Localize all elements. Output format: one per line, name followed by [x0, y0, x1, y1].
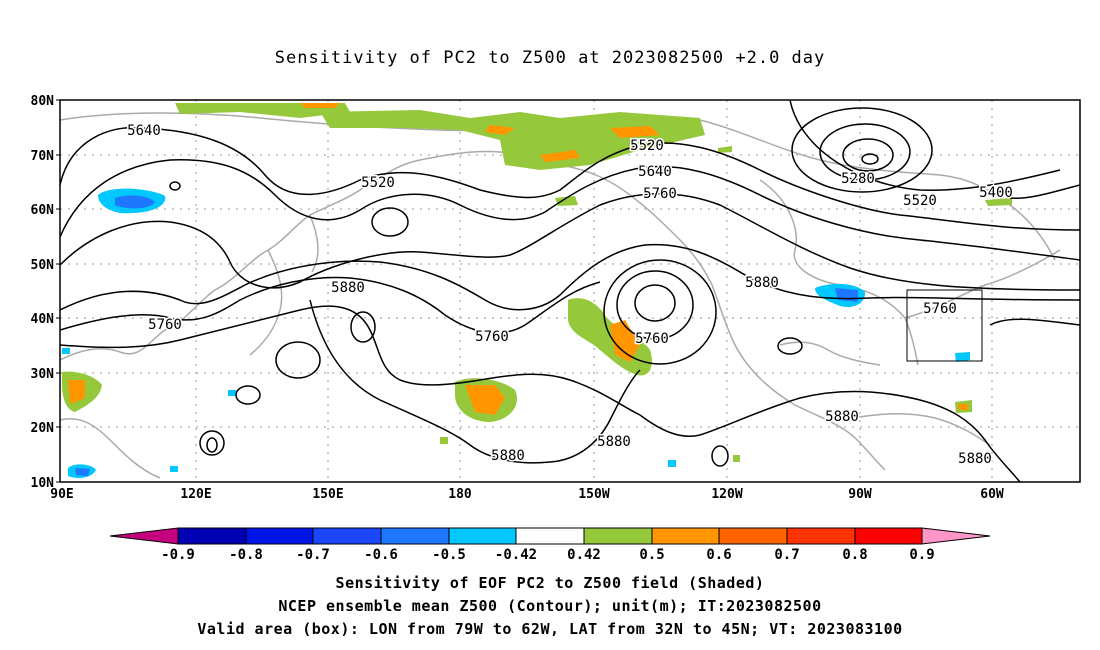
- lat-tick-label: 30N: [31, 367, 55, 382]
- lat-tick-label: 50N: [31, 258, 55, 273]
- lon-tick-label: 120E: [180, 487, 211, 502]
- colorbar-label: -0.6: [364, 547, 398, 563]
- colorbar-label: 0.6: [706, 547, 731, 563]
- colorbar-swatch: [515, 527, 585, 545]
- colorbar-label: 0.5: [639, 547, 664, 563]
- colorbar-swatch: [245, 527, 314, 545]
- colorbar-swatch: [583, 527, 653, 545]
- lat-ticks: [56, 99, 60, 483]
- contour-label: 5880: [745, 275, 779, 291]
- lat-tick-label: 80N: [31, 94, 55, 109]
- lon-tick-label: 90E: [50, 487, 73, 502]
- contour-label: 5520: [903, 193, 937, 209]
- contour-label: 5640: [127, 123, 161, 139]
- lon-tick-label: 60W: [980, 487, 1004, 502]
- contour-label: 5760: [643, 186, 677, 202]
- lon-axis: 90E 120E 150E 180 150W 120W 90W 60W: [50, 487, 1004, 502]
- colorbar-label: 0.8: [842, 547, 867, 563]
- colorbar-label: 0.42: [567, 547, 601, 563]
- valid-area-box: [906, 289, 983, 362]
- lat-tick-label: 60N: [31, 203, 55, 218]
- contour-label: 5520: [630, 138, 664, 154]
- colorbar-swatch: [380, 527, 450, 545]
- lat-tick-label: 70N: [31, 149, 55, 164]
- colorbar-labels: -0.9 -0.8 -0.7 -0.6 -0.5 -0.42 0.42 0.5 …: [161, 547, 935, 563]
- colorbar-label: -0.5: [432, 547, 466, 563]
- colorbar-high-triangle: [921, 527, 991, 545]
- colorbar-swatch: [448, 527, 517, 545]
- map-title: Sensitivity of PC2 to Z500 at 2023082500…: [274, 48, 826, 68]
- lon-tick-label: 150E: [312, 487, 343, 502]
- colorbar-low-triangle: [109, 527, 179, 545]
- contour-label: 5520: [361, 175, 395, 191]
- contour-label: 5880: [491, 448, 525, 464]
- contour-label: 5760: [475, 329, 509, 345]
- contour-label: 5760: [148, 317, 182, 333]
- colorbar-swatch: [177, 527, 247, 545]
- map-frame: [59, 99, 1081, 483]
- colorbar-swatch: [854, 527, 923, 545]
- colorbar-label: -0.9: [161, 547, 195, 563]
- colorbar-swatch: [786, 527, 856, 545]
- colorbar-label: -0.42: [495, 547, 537, 563]
- z500-contours: [60, 100, 1080, 482]
- colorbar-swatch: [651, 527, 720, 545]
- colorbar-label: -0.8: [229, 547, 263, 563]
- contour-label: 5880: [597, 434, 631, 450]
- colorbar-label: 0.7: [774, 547, 799, 563]
- lon-tick-label: 120W: [711, 487, 742, 502]
- colorbar-swatch: [718, 527, 788, 545]
- contour-label: 5880: [958, 451, 992, 467]
- contour-label: 5880: [331, 280, 365, 296]
- lon-tick-label: 150W: [578, 487, 609, 502]
- colorbar-label: 0.9: [909, 547, 934, 563]
- colorbar-label: -0.7: [296, 547, 330, 563]
- colorbar-swatch: [312, 527, 382, 545]
- contour-label: 5880: [825, 409, 859, 425]
- sensitivity-shading: [62, 103, 1012, 478]
- coastlines: [60, 112, 1061, 479]
- contour-labels: 5640 5520 5520 5640 5760 5280 5520 5400 …: [126, 122, 1015, 469]
- contour-label: 5280: [841, 171, 875, 187]
- contour-label: 5760: [635, 331, 669, 347]
- lat-axis: 80N 70N 60N 50N 40N 30N 20N 10N: [31, 94, 55, 491]
- lon-tick-label: 180: [448, 487, 472, 502]
- caption-valid-area: Valid area (box): LON from 79W to 62W, L…: [197, 620, 903, 638]
- caption-shading: Sensitivity of EOF PC2 to Z500 field (Sh…: [335, 574, 765, 592]
- contour-label: 5640: [638, 164, 672, 180]
- colorbar: [109, 527, 991, 545]
- contour-label: 5760: [923, 301, 957, 317]
- caption-contour: NCEP ensemble mean Z500 (Contour); unit(…: [278, 597, 822, 615]
- lat-tick-label: 10N: [31, 476, 55, 491]
- lat-tick-label: 40N: [31, 312, 55, 327]
- lat-tick-label: 20N: [31, 421, 55, 436]
- contour-label: 5400: [979, 185, 1013, 201]
- lon-tick-label: 90W: [848, 487, 872, 502]
